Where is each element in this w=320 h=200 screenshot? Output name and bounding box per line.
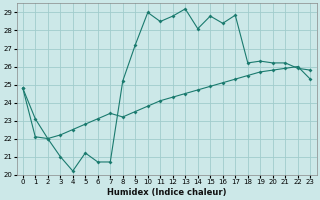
- X-axis label: Humidex (Indice chaleur): Humidex (Indice chaleur): [107, 188, 226, 197]
